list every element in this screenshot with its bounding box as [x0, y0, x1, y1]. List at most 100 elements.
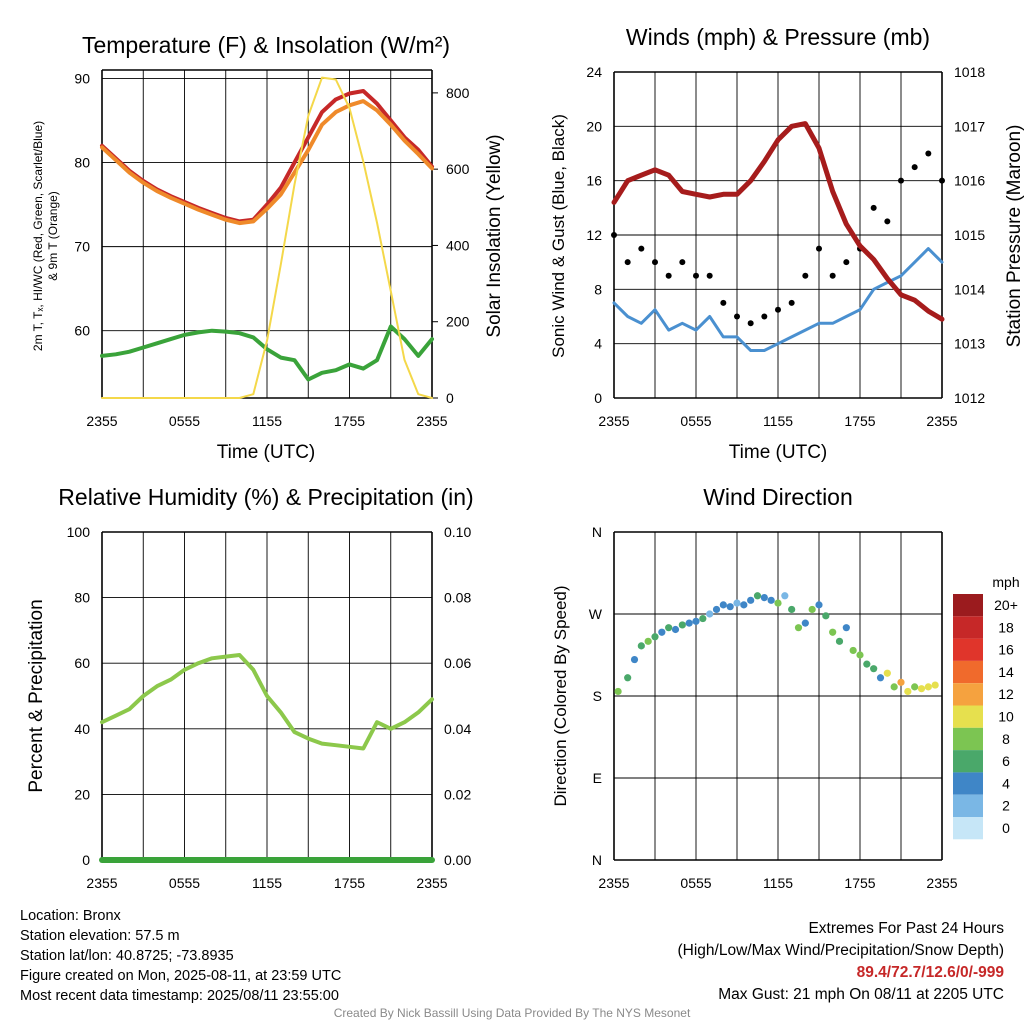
rh-xtick-label: 2355	[86, 875, 117, 891]
direction-point	[781, 592, 789, 600]
wind-xtick-label: 0555	[680, 413, 711, 429]
dir-xtick-label: 2355	[926, 875, 957, 891]
direction-point	[644, 637, 652, 645]
recent-text: Most recent data timestamp: 2025/08/11 2…	[20, 988, 339, 1004]
wind-xtick-label: 2355	[598, 413, 629, 429]
legend-swatch	[953, 638, 983, 661]
temp-xtick-label: 1755	[334, 413, 365, 429]
wind-ytick-label: 8	[594, 281, 602, 297]
direction-point	[637, 642, 645, 650]
legend-label: 16	[998, 642, 1014, 658]
legend-swatch	[953, 705, 983, 728]
dir-ylabel: Direction (Colored By Speed)	[551, 585, 570, 806]
temp-series-line	[100, 324, 434, 382]
direction-point	[822, 612, 830, 620]
direction-point	[665, 624, 673, 632]
legend-label: 8	[1002, 731, 1010, 747]
direction-point	[842, 624, 850, 632]
dir-xtick-label: 1755	[844, 875, 875, 891]
temp-y2tick-label: 400	[446, 237, 470, 253]
gust-point	[706, 272, 713, 279]
direction-point	[904, 687, 912, 696]
direction-point	[706, 610, 714, 618]
station-info: Location: Bronx Station elevation: 57.5 …	[20, 906, 341, 1006]
wind-ytick-label: 0	[594, 390, 602, 406]
temp-xtick-label: 2355	[416, 413, 447, 429]
wind-y2tick-label: 1012	[954, 390, 985, 406]
speed-legend: mph 20+ 18 16 14 12 10 8 6 4 2 0	[953, 574, 1020, 840]
wind-ytick-label: 20	[586, 118, 602, 134]
legend-title: mph	[992, 574, 1019, 590]
rh-y2tick-label: 0.06	[444, 655, 471, 671]
wind-y2tick-label: 1017	[954, 118, 985, 134]
direction-point	[931, 681, 939, 689]
direction-point	[883, 669, 891, 677]
extremes-title: Extremes For Past 24 Hours	[808, 920, 1004, 937]
direction-point	[801, 619, 809, 627]
rh-xtick-label: 1755	[334, 875, 365, 891]
gust-point	[816, 245, 822, 252]
temp-y2label: Solar Insolation (Yellow)	[484, 134, 505, 337]
rh-ytick-label: 60	[74, 655, 90, 671]
temp-y2tick-label: 200	[446, 314, 470, 330]
rh-xtick-label: 1155	[252, 875, 282, 891]
latlon-text: Station lat/lon: 40.8725; -73.8935	[20, 948, 234, 964]
legend-swatch	[953, 594, 983, 617]
wind-y2tick-label: 1014	[954, 281, 985, 297]
temp-axes: 60 70 80 90 0 200 400 600 800 2355 0555 1155 1755 235…	[74, 69, 470, 429]
direction-point	[876, 674, 885, 682]
wind-axes: 0 4 8 12 16 20 24 1012 1013 1014 1015 1016 1017 1018 2…	[586, 64, 985, 429]
temp-xtick-label: 0555	[169, 413, 200, 429]
rh-xtick-label: 2355	[416, 875, 447, 891]
rh-y2tick-label: 0.00	[444, 852, 471, 868]
temp-series-line	[101, 76, 433, 399]
legend-swatch	[953, 616, 983, 639]
wind-y2tick-label: 1018	[954, 64, 985, 80]
dir-xtick-label: 2355	[598, 875, 629, 891]
gust-point	[802, 272, 809, 279]
direction-point	[870, 665, 878, 673]
direction-point	[897, 678, 905, 686]
legend-label: 12	[998, 686, 1014, 702]
wind-xtick-label: 2355	[926, 413, 957, 429]
dir-ytick-label: N	[592, 524, 602, 540]
rh-ylabel: Percent & Precipitation	[26, 599, 47, 792]
direction-point	[794, 624, 803, 632]
dir-ytick-label: E	[593, 770, 602, 786]
gust-point	[693, 272, 699, 279]
direction-point	[630, 655, 639, 664]
temp-xtick-label: 2355	[86, 413, 117, 429]
direction-point	[671, 625, 680, 634]
wind-xtick-label: 1155	[763, 413, 793, 429]
temp-ylabel-line2: & 9m T (Orange)	[46, 191, 60, 281]
gust-point	[843, 259, 850, 266]
direction-point	[753, 592, 762, 600]
temp-y2tick-label: 800	[446, 85, 470, 101]
extremes-info: Extremes For Past 24 Hours (High/Low/Max…	[678, 918, 1005, 1006]
temp-y2tick-label: 0	[446, 390, 454, 406]
direction-point	[692, 617, 700, 625]
wind-y2tick-label: 1015	[954, 227, 985, 243]
direction-point	[863, 660, 871, 668]
legend-swatch	[953, 794, 983, 817]
elevation-text: Station elevation: 57.5 m	[20, 928, 180, 944]
direction-point	[911, 683, 919, 691]
temp-panel-title: Temperature (F) & Insolation (W/m²)	[82, 32, 450, 58]
temp-series-line	[100, 99, 434, 226]
rh-ytick-label: 0	[82, 852, 90, 868]
legend-label: 2	[1002, 798, 1010, 814]
gust-point	[720, 299, 727, 306]
temp-ytick-label: 90	[74, 70, 90, 86]
rh-ytick-label: 20	[74, 786, 90, 802]
direction-point	[767, 596, 775, 604]
wind-xtick-label: 1755	[844, 413, 875, 429]
direction-point	[614, 687, 622, 696]
location-text: Location: Bronx	[20, 908, 121, 924]
wind-y2tick-label: 1013	[954, 336, 985, 352]
legend-swatch	[953, 660, 983, 684]
extremes-desc: (High/Low/Max Wind/Precipitation/Snow De…	[677, 942, 1005, 959]
direction-point	[835, 637, 844, 645]
direction-point	[849, 646, 857, 655]
temp-ylabel-line1: 2m T, Tₓ, HI/WC (Red, Green, Scarlet/Blu…	[31, 121, 45, 351]
